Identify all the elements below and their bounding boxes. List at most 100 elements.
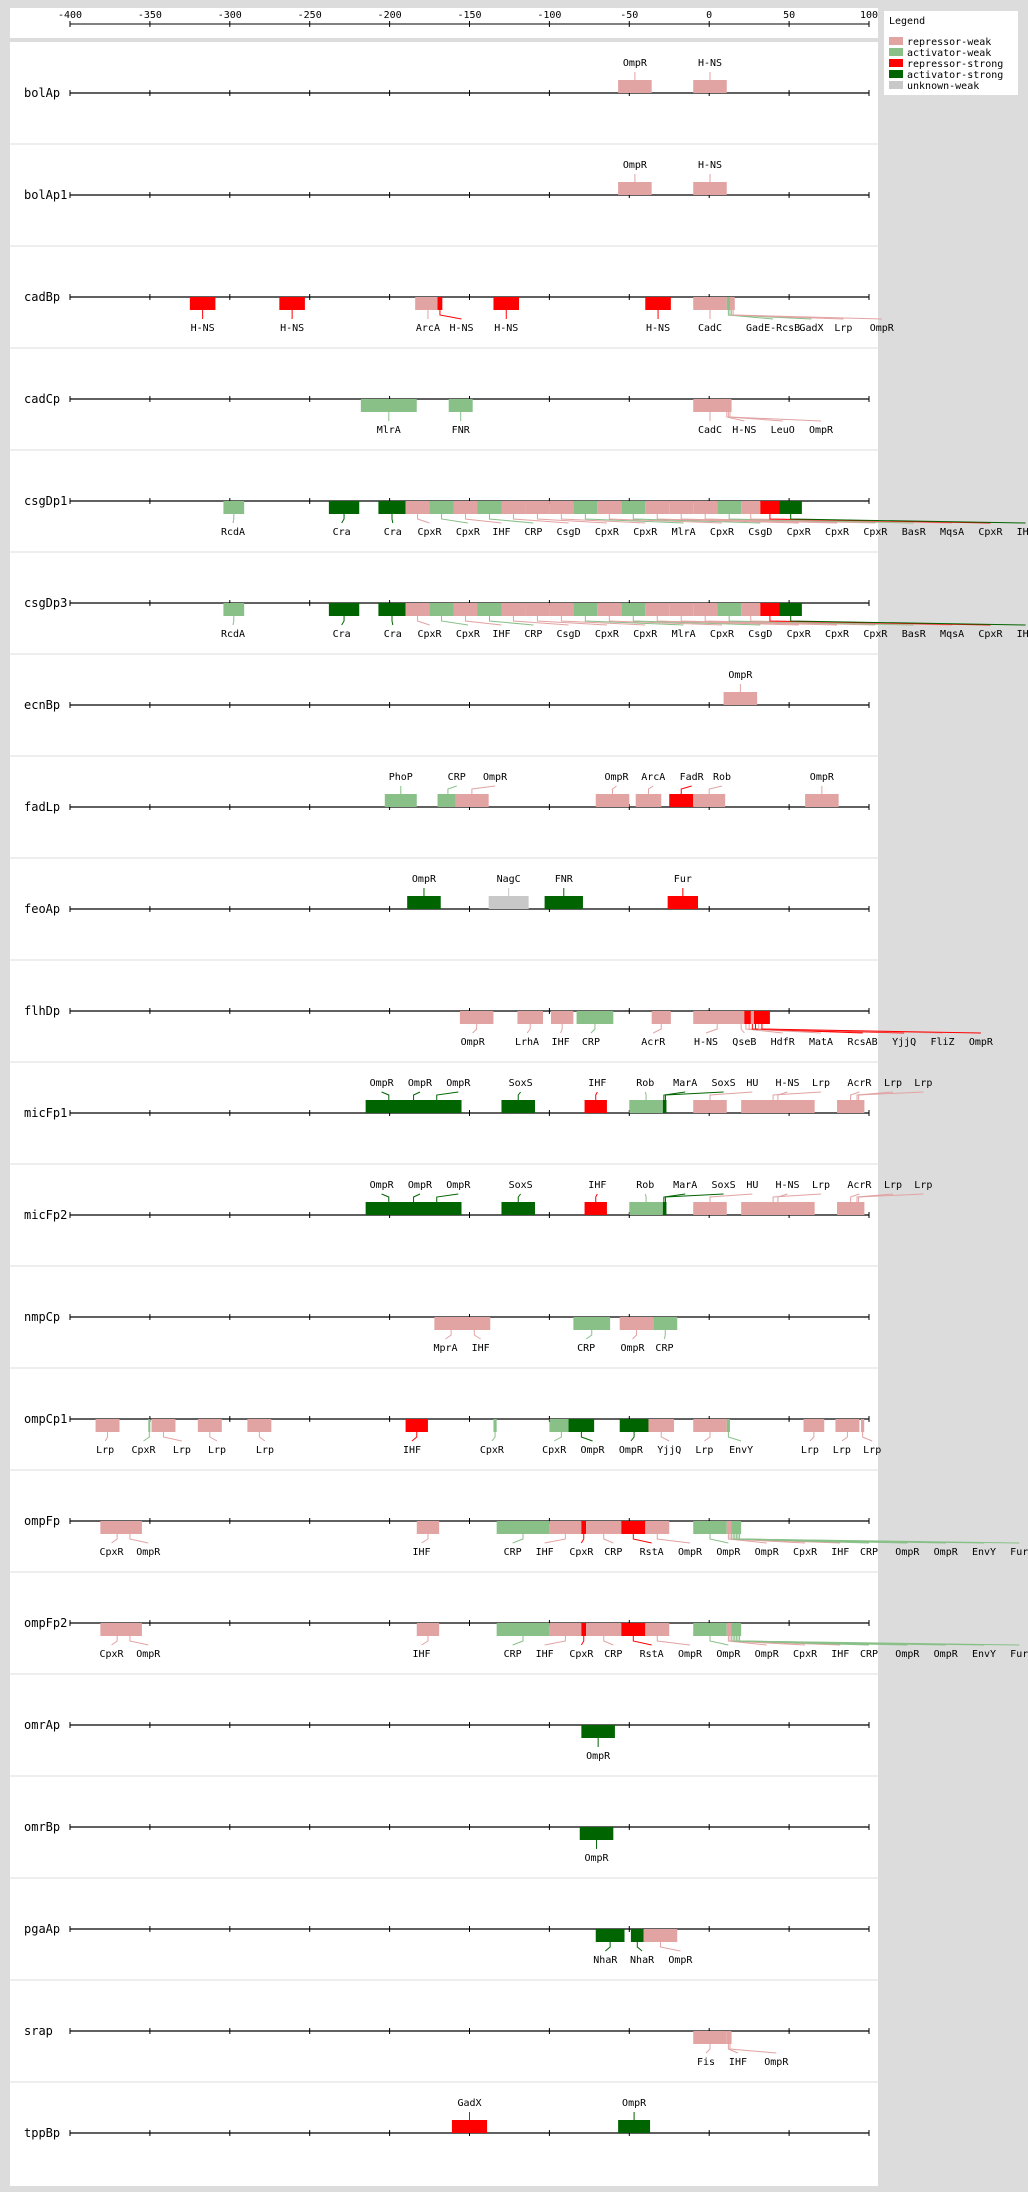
site-label: Lrp xyxy=(801,1445,819,1456)
site-label: CpxR xyxy=(633,527,658,538)
site-connector xyxy=(731,310,844,320)
site-box xyxy=(779,501,802,514)
site-label: OmpR xyxy=(895,1649,920,1660)
site-label: H-NS xyxy=(698,160,722,171)
binding-site: H-NS xyxy=(493,297,520,334)
site-label: MarA xyxy=(673,1180,697,1191)
site-connector xyxy=(413,1193,421,1202)
binding-site: CpxR xyxy=(549,603,658,640)
site-label: LeuO xyxy=(771,425,795,436)
site-label: CsgD xyxy=(748,527,772,538)
site-connector xyxy=(436,1193,459,1202)
site-label: MatA xyxy=(809,1037,833,1048)
site-label: H-NS xyxy=(191,323,215,334)
site-label: CRP xyxy=(448,772,466,783)
promoter-name: ompFp xyxy=(24,1514,60,1528)
site-label: CpxR xyxy=(595,629,620,640)
binding-site: CRP xyxy=(477,501,542,538)
promoter-row-omrBp: omrBp OmpR xyxy=(10,1775,878,1864)
site-connector xyxy=(209,1432,218,1442)
site-label: CpxR xyxy=(863,527,888,538)
binding-site: OmpR xyxy=(595,772,630,807)
site-connector xyxy=(608,616,723,626)
site-connector xyxy=(417,514,430,524)
site-box xyxy=(429,501,454,514)
site-label: CpxR xyxy=(710,629,735,640)
site-connector xyxy=(472,1024,478,1034)
site-box xyxy=(645,603,670,616)
site-box xyxy=(360,399,417,412)
site-connector xyxy=(544,1636,566,1646)
promoter-name: nmpCp xyxy=(24,1310,60,1324)
promoter-row-ecnBp: ecnBp OmpR xyxy=(10,653,878,712)
binding-site: CpxR xyxy=(549,501,658,538)
binding-site: IHF xyxy=(453,501,510,538)
binding-site: FadR xyxy=(669,772,705,807)
site-box xyxy=(453,501,478,514)
binding-site: OmpR xyxy=(731,297,895,334)
site-label: EnvY xyxy=(972,1649,996,1660)
site-connector xyxy=(731,1534,841,1544)
promoter-name: bolAp1 xyxy=(24,188,67,202)
site-label: H-NS xyxy=(694,1037,718,1048)
promoter-rows: bolAp OmpR H-NS bolAp1 OmpR H-NS cadBp H-NS H-NS… xyxy=(10,58,1028,2140)
site-box xyxy=(550,1011,574,1024)
binding-site: IHF xyxy=(453,603,510,640)
site-label: H-NS xyxy=(494,323,518,334)
site-box xyxy=(664,1202,667,1215)
site-label: Lrp xyxy=(884,1180,902,1191)
binding-site: IHF xyxy=(584,1078,607,1113)
site-box xyxy=(384,794,417,807)
site-label: CpxR xyxy=(793,1547,818,1558)
site-label: CpxR xyxy=(863,629,888,640)
binding-site: H-NS xyxy=(189,297,216,334)
binding-site: CpxR xyxy=(525,603,620,640)
site-connector xyxy=(750,514,953,524)
site-connector xyxy=(391,514,394,524)
site-connector xyxy=(790,616,1026,626)
site-label: LrhA xyxy=(515,1037,539,1048)
site-connector xyxy=(411,1432,418,1442)
ruler-tick-label: 50 xyxy=(783,10,795,21)
site-label: IHF xyxy=(403,1445,421,1456)
site-label: OmpR xyxy=(622,2098,647,2109)
site-box xyxy=(148,1419,151,1432)
binding-site: IHF xyxy=(403,1419,428,1456)
site-connector xyxy=(129,1534,149,1544)
site-label: H-NS xyxy=(449,323,473,334)
site-label: OmpR xyxy=(580,1445,605,1456)
binding-site: CpxR xyxy=(760,501,1003,538)
site-connector xyxy=(660,1432,670,1442)
site-label: OmpR xyxy=(586,1751,611,1762)
binding-site: Rob xyxy=(693,772,731,807)
site-label: OmpR xyxy=(370,1078,395,1089)
site-connector xyxy=(465,514,502,524)
binding-site: EnvY xyxy=(726,1419,753,1456)
binding-site: RstA xyxy=(621,1521,664,1558)
site-box xyxy=(493,297,520,310)
site-label: CpxR xyxy=(710,527,735,538)
site-connector xyxy=(761,1024,981,1034)
site-box xyxy=(429,603,454,616)
site-label: PhoP xyxy=(389,772,413,783)
binding-site: SoxS xyxy=(664,1078,736,1113)
site-box xyxy=(581,1521,587,1534)
promoter-row-bolAp: bolAp OmpR H-NS xyxy=(24,58,870,100)
site-label: YjjQ xyxy=(657,1445,681,1456)
site-connector xyxy=(465,616,502,626)
site-box xyxy=(517,1011,544,1024)
site-connector xyxy=(729,1534,806,1544)
ruler-tick-label: -150 xyxy=(457,10,481,21)
promoter-name: csgDp3 xyxy=(24,596,67,610)
binding-site: OmpR xyxy=(619,1419,649,1456)
site-label: Rob xyxy=(636,1078,654,1089)
binding-site: CsgD xyxy=(501,501,581,538)
site-box xyxy=(223,501,245,514)
site-label: IHF xyxy=(588,1078,606,1089)
binding-site: RcdA xyxy=(221,501,245,538)
promoter-name: micFp1 xyxy=(24,1106,67,1120)
legend-swatch xyxy=(889,37,903,45)
site-box xyxy=(733,1623,737,1636)
binding-site: MlrA xyxy=(360,399,417,436)
